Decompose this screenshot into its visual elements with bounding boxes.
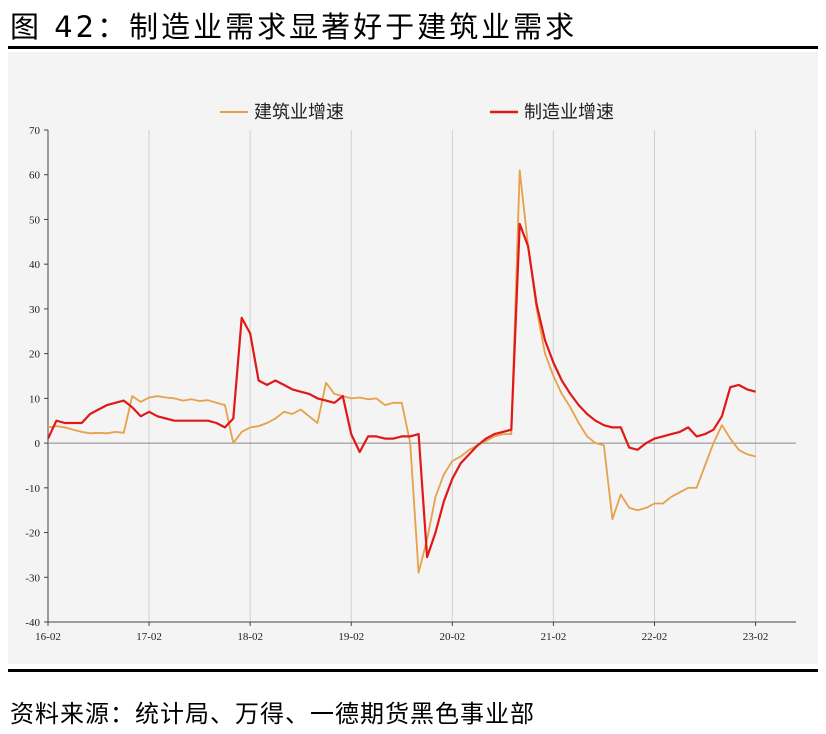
top-rule: [8, 46, 818, 49]
y-tick-label: -30: [25, 572, 40, 584]
y-tick-label: -10: [25, 483, 40, 495]
y-tick-label: 70: [29, 125, 41, 137]
x-tick-label: 19-02: [338, 631, 364, 643]
x-tick-label: 18-02: [237, 631, 263, 643]
y-tick-label: 60: [29, 170, 41, 182]
y-tick-label: 20: [29, 349, 41, 361]
series-line-2: [47, 222, 756, 559]
chart-panel: -40 -30 -20 -10 0 10 20 30 40 50 60 70 16-02 17-02 18-…: [8, 52, 818, 664]
x-tick-label: 21-02: [541, 631, 567, 643]
y-tick-label: -40: [25, 617, 40, 629]
y-tick-label: 50: [29, 214, 41, 226]
source-note: 资料来源：统计局、万得、一德期货黑色事业部: [10, 700, 535, 728]
series-line-1: [47, 169, 756, 574]
y-tick-label: 10: [29, 393, 41, 405]
line-chart: -40 -30 -20 -10 0 10 20 30 40 50 60 70 16-02 17-02 18-…: [25, 102, 796, 643]
y-tick-label: 40: [29, 259, 41, 271]
y-tick-label: -20: [25, 528, 40, 540]
x-tick-label: 20-02: [439, 631, 465, 643]
x-tick-label: 17-02: [136, 631, 162, 643]
bottom-rule: [8, 669, 818, 672]
x-tick-label: 16-02: [35, 631, 61, 643]
legend-label: 制造业增速: [524, 102, 614, 123]
legend-label: 建筑业增速: [254, 102, 344, 123]
x-tick-label: 22-02: [642, 631, 668, 643]
y-tick-label: 30: [29, 304, 41, 316]
y-tick-label: 0: [35, 438, 41, 450]
figure-title: 图 42：制造业需求显著好于建筑业需求: [10, 10, 578, 44]
x-tick-label: 23-02: [743, 631, 769, 643]
